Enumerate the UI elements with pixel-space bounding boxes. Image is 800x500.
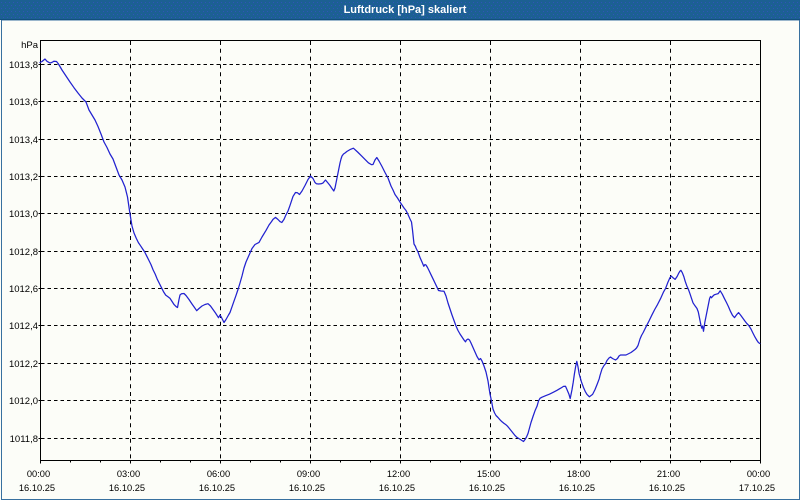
svg-text:Luftdruck [hPa] skaliert: Luftdruck [hPa] skaliert bbox=[344, 4, 467, 16]
svg-text:1013,0: 1013,0 bbox=[9, 209, 38, 220]
svg-text:03:00: 03:00 bbox=[117, 469, 140, 479]
svg-text:1013,4: 1013,4 bbox=[9, 135, 38, 146]
svg-text:09:00: 09:00 bbox=[297, 469, 320, 479]
svg-text:16.10.25: 16.10.25 bbox=[649, 483, 685, 493]
svg-text:1012,4: 1012,4 bbox=[9, 321, 38, 332]
svg-text:06:00: 06:00 bbox=[207, 469, 230, 479]
svg-text:16.10.25: 16.10.25 bbox=[109, 483, 145, 493]
svg-text:1013,6: 1013,6 bbox=[9, 97, 38, 108]
svg-text:00:00: 00:00 bbox=[27, 469, 50, 479]
svg-text:16.10.25: 16.10.25 bbox=[289, 483, 325, 493]
svg-text:15:00: 15:00 bbox=[477, 469, 500, 479]
svg-text:1011,8: 1011,8 bbox=[10, 434, 38, 445]
svg-text:1013,8: 1013,8 bbox=[9, 60, 38, 71]
svg-text:1013,2: 1013,2 bbox=[9, 172, 38, 183]
svg-text:00:00: 00:00 bbox=[747, 469, 770, 479]
svg-text:16.10.25: 16.10.25 bbox=[559, 483, 595, 493]
svg-text:16.10.25: 16.10.25 bbox=[469, 483, 505, 493]
svg-text:21:00: 21:00 bbox=[657, 469, 680, 479]
svg-text:1012,2: 1012,2 bbox=[9, 359, 38, 370]
svg-text:12:00: 12:00 bbox=[387, 469, 410, 479]
svg-text:1012,6: 1012,6 bbox=[9, 284, 38, 295]
svg-text:1012,0: 1012,0 bbox=[9, 396, 38, 407]
svg-text:hPa: hPa bbox=[21, 40, 39, 51]
svg-text:16.10.25: 16.10.25 bbox=[379, 483, 415, 493]
svg-text:18:00: 18:00 bbox=[567, 469, 590, 479]
svg-text:1012,8: 1012,8 bbox=[9, 247, 38, 258]
svg-text:16.10.25: 16.10.25 bbox=[19, 483, 55, 493]
svg-text:17.10.25: 17.10.25 bbox=[739, 483, 775, 493]
svg-text:16.10.25: 16.10.25 bbox=[199, 483, 235, 493]
